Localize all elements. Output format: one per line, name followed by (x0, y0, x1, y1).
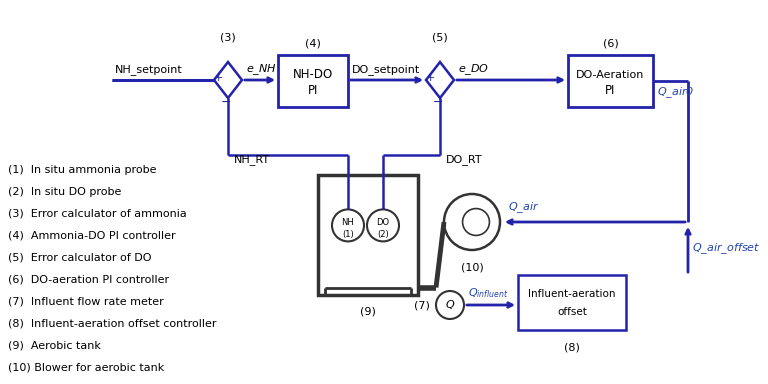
Text: (1): (1) (342, 230, 354, 239)
Text: Q: Q (445, 300, 455, 310)
Text: $Q$_air0: $Q$_air0 (657, 86, 694, 100)
Circle shape (462, 209, 489, 235)
Text: DO_RT: DO_RT (446, 154, 482, 166)
Text: NH-DO: NH-DO (293, 68, 333, 81)
Text: DO: DO (376, 218, 389, 227)
Text: (9)  Aerobic tank: (9) Aerobic tank (8, 341, 101, 351)
Text: (8): (8) (564, 343, 580, 353)
Text: PI: PI (605, 84, 616, 97)
Circle shape (444, 194, 500, 250)
Text: (1)  In situ ammonia probe: (1) In situ ammonia probe (8, 165, 157, 175)
Text: (5): (5) (432, 33, 448, 43)
Text: (4)  Ammonia-DO PI controller: (4) Ammonia-DO PI controller (8, 231, 176, 241)
Text: Influent-aeration: Influent-aeration (528, 289, 616, 299)
Text: DO-Aeration: DO-Aeration (576, 70, 644, 80)
Bar (568, 55, 653, 107)
Bar (318, 175, 418, 295)
Text: (2): (2) (377, 230, 389, 239)
Text: +: + (214, 73, 223, 83)
Text: (3): (3) (220, 33, 236, 43)
Text: NH_RT: NH_RT (234, 154, 270, 166)
Text: (3)  Error calculator of ammonia: (3) Error calculator of ammonia (8, 209, 187, 219)
Text: (9): (9) (360, 306, 376, 316)
Text: −: − (220, 96, 231, 109)
Circle shape (367, 209, 399, 242)
Text: (5)  Error calculator of DO: (5) Error calculator of DO (8, 253, 151, 263)
Text: +: + (425, 73, 435, 83)
Text: (8)  Influent-aeration offset controller: (8) Influent-aeration offset controller (8, 319, 217, 329)
Text: (4): (4) (305, 38, 321, 48)
Text: NH_setpoint: NH_setpoint (115, 65, 183, 75)
Text: $Q_{influent}$: $Q_{influent}$ (468, 286, 508, 300)
Bar (518, 275, 626, 330)
Text: (6): (6) (603, 38, 618, 48)
Text: $Q$_air_offset: $Q$_air_offset (692, 241, 760, 256)
Text: (7)  Influent flow rate meter: (7) Influent flow rate meter (8, 297, 164, 307)
Text: −: − (432, 96, 443, 109)
Text: $e$_NH: $e$_NH (246, 63, 276, 78)
Text: (10): (10) (461, 263, 483, 273)
Text: offset: offset (557, 308, 587, 318)
Text: (10) Blower for aerobic tank: (10) Blower for aerobic tank (8, 363, 164, 373)
Text: $Q$_air: $Q$_air (508, 200, 539, 215)
Text: PI: PI (308, 84, 318, 97)
Circle shape (332, 209, 364, 242)
Text: (6)  DO-aeration PI controller: (6) DO-aeration PI controller (8, 275, 169, 285)
Text: $e$_DO: $e$_DO (458, 63, 489, 78)
Text: (7): (7) (414, 300, 430, 310)
Text: NH: NH (342, 218, 354, 227)
Circle shape (436, 291, 464, 319)
Text: DO_setpoint: DO_setpoint (352, 65, 420, 75)
Text: (2)  In situ DO probe: (2) In situ DO probe (8, 187, 121, 197)
Bar (278, 55, 348, 107)
